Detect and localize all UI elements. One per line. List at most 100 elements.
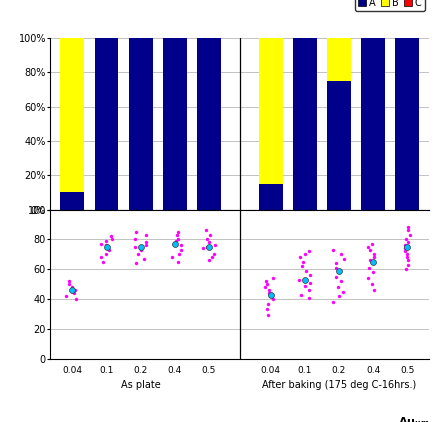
Point — [266, 287, 272, 293]
Point — [364, 275, 371, 281]
Point — [202, 227, 209, 234]
Point — [137, 243, 144, 250]
Point — [337, 251, 344, 258]
Point — [299, 258, 306, 265]
Point — [301, 251, 308, 258]
Bar — [95, 38, 119, 210]
Point — [69, 287, 76, 293]
Text: 0.5: 0.5 — [400, 366, 415, 375]
Point — [301, 282, 308, 289]
Point — [305, 294, 312, 301]
Point — [406, 232, 413, 238]
Point — [370, 287, 377, 293]
Point — [332, 260, 339, 267]
Point — [269, 296, 276, 303]
Text: 0.04: 0.04 — [261, 366, 280, 375]
Point — [102, 243, 109, 250]
Point — [262, 278, 269, 284]
Point — [340, 288, 347, 295]
Text: As plate: As plate — [121, 379, 160, 390]
Point — [265, 300, 272, 307]
Point — [335, 293, 342, 300]
Point — [211, 242, 218, 249]
Point — [133, 229, 140, 235]
Point — [140, 255, 147, 262]
Bar — [327, 81, 351, 210]
Bar — [327, 38, 351, 81]
Bar — [259, 184, 283, 210]
Point — [303, 267, 310, 274]
Point — [404, 227, 411, 234]
Point — [173, 238, 180, 244]
Point — [175, 236, 182, 243]
Point — [341, 255, 348, 262]
Point — [265, 312, 272, 319]
Point — [402, 245, 409, 252]
Point — [171, 241, 178, 247]
Point — [306, 248, 313, 254]
Point — [369, 241, 376, 247]
Point — [261, 284, 268, 290]
Point — [306, 287, 313, 293]
Point — [206, 232, 213, 238]
Point — [177, 242, 184, 249]
Point — [106, 246, 113, 253]
Point — [404, 243, 411, 250]
Point — [103, 238, 110, 244]
Point — [332, 264, 339, 271]
Point — [206, 257, 213, 264]
Point — [99, 258, 106, 265]
Point — [175, 251, 182, 258]
Point — [405, 261, 412, 268]
Point — [307, 272, 313, 279]
Point — [177, 246, 184, 253]
Point — [63, 293, 70, 300]
Point — [203, 236, 210, 243]
Point — [65, 278, 72, 284]
Point — [143, 242, 150, 249]
Point — [402, 266, 409, 273]
Point — [364, 243, 371, 250]
Point — [97, 241, 104, 247]
Point — [97, 254, 104, 261]
Point — [333, 273, 340, 280]
Point — [337, 278, 344, 284]
Point — [72, 296, 79, 303]
Point — [206, 239, 213, 246]
Point — [403, 251, 410, 258]
Point — [103, 243, 110, 250]
Bar — [61, 38, 84, 192]
Text: 0.2: 0.2 — [133, 366, 148, 375]
Point — [336, 269, 343, 276]
Point — [200, 245, 207, 252]
Point — [299, 263, 306, 270]
Point — [107, 233, 114, 240]
Point — [263, 306, 270, 313]
Point — [402, 248, 409, 254]
Bar — [197, 38, 221, 210]
Point — [209, 254, 216, 261]
Bar — [395, 38, 419, 210]
Point — [142, 239, 149, 246]
Point — [102, 251, 109, 258]
Point — [266, 289, 273, 296]
Point — [168, 254, 175, 261]
Point — [330, 246, 337, 253]
Point — [134, 251, 141, 258]
Point — [307, 279, 314, 286]
Bar — [293, 38, 317, 210]
Text: 0.5: 0.5 — [202, 366, 216, 375]
Point — [370, 260, 377, 267]
Point — [366, 246, 373, 253]
Point — [295, 276, 302, 283]
Point — [210, 251, 217, 258]
Point — [367, 257, 374, 264]
Point — [103, 242, 110, 249]
Text: 0.1: 0.1 — [99, 366, 114, 375]
Point — [269, 275, 276, 281]
Point — [132, 236, 139, 243]
Point — [330, 299, 337, 306]
Text: 0.04: 0.04 — [62, 366, 82, 375]
Point — [370, 251, 377, 258]
Point — [131, 243, 138, 250]
